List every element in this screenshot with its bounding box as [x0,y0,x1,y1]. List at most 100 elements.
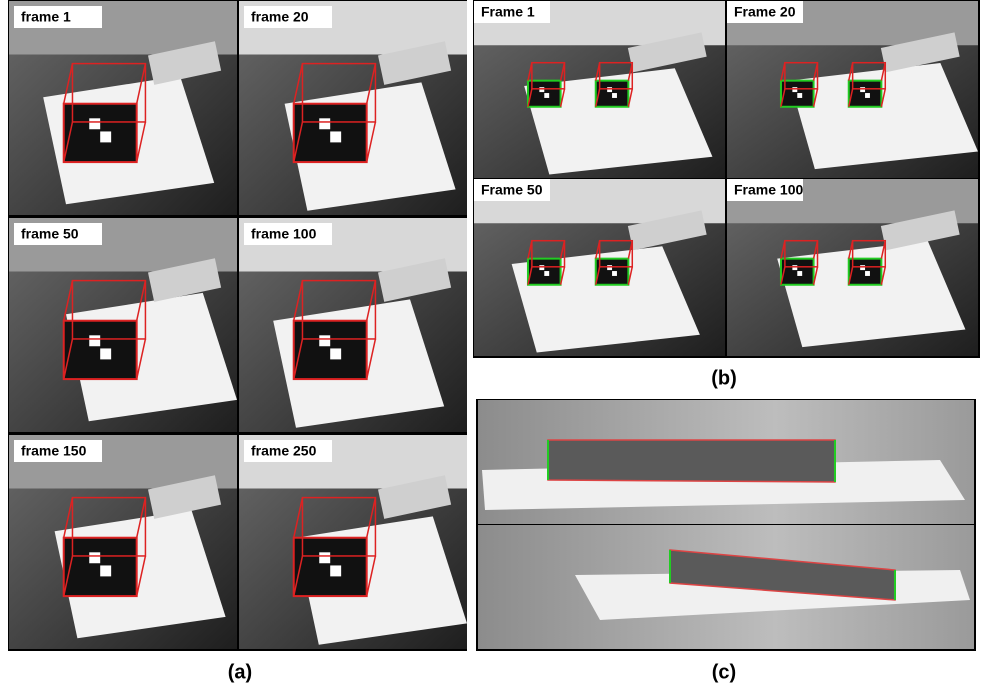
box-edge [595,240,601,259]
box-edge [559,240,566,259]
marker-square [797,93,803,98]
box-top [301,62,377,123]
box-bottom [526,257,562,286]
photo: frame 250 [239,435,467,649]
box-edge [135,63,147,104]
box-edge [62,280,74,321]
frame-label-bg [244,440,332,462]
photo: Frame 1 [474,1,725,178]
box-top [71,279,147,340]
box-edge [780,88,786,107]
box-top [531,61,566,90]
box-top [598,61,634,90]
photo: frame 150 [9,435,237,649]
box-bottom [292,319,368,381]
box-edge [595,88,601,107]
photo: frame 50 [9,218,237,432]
box-bottom [62,319,138,381]
box-edge [880,240,887,259]
box-top [784,61,819,90]
marker-square [860,265,866,271]
frame-label-bg [14,440,102,462]
box-bottom [594,79,630,108]
box-edge [135,121,147,163]
frame-label: frame 1 [21,9,71,25]
marker-square [544,271,550,276]
box-top [71,62,147,123]
marker-square [792,265,798,271]
box-edge [365,497,377,538]
marker-square [330,131,342,143]
marker-square [612,93,617,98]
marker-square [330,565,342,577]
photo [478,400,974,524]
box-top [784,239,819,268]
box-edge [812,266,819,285]
marker-square [539,87,545,93]
frame-label: Frame 50 [481,182,543,198]
frame-label: frame 150 [21,443,87,459]
keyboard [880,32,960,73]
box-edge [627,62,634,81]
keyboard [377,475,452,519]
frame-label-bg [474,179,550,201]
marker-square [319,335,331,347]
box-top [851,239,887,268]
keyboard [377,41,452,85]
box-edge [365,63,377,104]
box-edge [62,63,74,104]
marker-square [100,565,112,577]
box-top [71,496,147,557]
box-edge [780,62,786,81]
paper [777,240,966,348]
box-bottom [292,536,368,598]
paper [789,62,978,170]
marker-square [865,271,870,276]
photo: frame 20 [239,1,467,215]
box-bottom [847,79,883,108]
keyboard [147,475,222,519]
box-edge [627,240,634,259]
keyboard [627,32,707,73]
box-edge [292,121,304,163]
marker-square [330,348,342,360]
frame-label-bg [727,1,803,23]
box-bottom [779,79,815,108]
panel-label: (a) [228,661,252,683]
box-top [851,61,887,90]
frame-label-bg [244,223,332,245]
box-top [301,496,377,557]
marker-square [319,552,331,564]
box-top [301,279,377,340]
box-edge [559,62,566,81]
box-edge [292,338,304,380]
box-edge [595,62,601,81]
box-edge [527,240,533,259]
frame-label-bg [727,179,803,201]
marker-square [860,87,866,93]
box-bottom [779,257,815,286]
box-edge [365,555,377,597]
box-bottom [594,257,630,286]
box-edge [848,88,854,107]
box-bottom [62,102,138,164]
frame-label-bg [14,223,102,245]
box-edge [135,497,147,538]
box-edge [559,266,566,285]
frame-label-bg [474,1,550,23]
box-edge [880,266,887,285]
marker-square [89,118,101,130]
box-edge [780,240,786,259]
marker-square [100,131,112,143]
keyboard [627,210,707,251]
box-edge [595,266,601,285]
marker-square [607,265,613,271]
photo: Frame 20 [727,1,978,178]
photo [478,525,974,649]
box-edge [627,88,634,107]
box-edge [62,121,74,163]
box-edge [848,266,854,285]
photo: frame 100 [239,218,467,432]
box-edge [527,266,533,285]
marker-square [612,271,617,276]
